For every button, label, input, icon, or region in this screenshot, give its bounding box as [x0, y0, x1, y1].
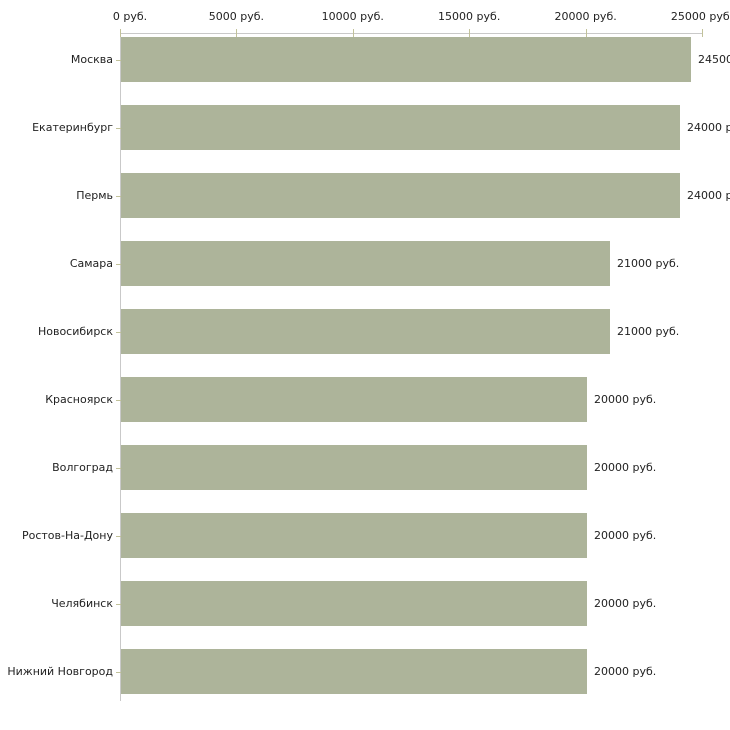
- bar: [121, 173, 680, 218]
- y-axis-tick-mark: [116, 672, 122, 673]
- x-axis-tick-mark: [120, 29, 121, 37]
- category-label: Самара: [69, 257, 113, 270]
- category-label: Нижний Новгород: [7, 665, 113, 678]
- category-label: Пермь: [76, 189, 113, 202]
- x-axis-tick-label: 5000 руб.: [208, 10, 265, 23]
- x-axis-tick-label: 25000 руб.: [670, 10, 730, 23]
- bar: [121, 37, 691, 82]
- x-axis-tick-mark: [586, 29, 587, 37]
- y-axis-tick-mark: [116, 332, 122, 333]
- y-axis-tick-mark: [116, 264, 122, 265]
- bar: [121, 581, 587, 626]
- category-label: Волгоград: [52, 461, 113, 474]
- x-axis-tick-mark: [236, 29, 237, 37]
- x-axis-tick-label: 10000 руб.: [321, 10, 384, 23]
- category-label: Новосибирск: [37, 325, 113, 338]
- x-axis-tick-label: 0 руб.: [112, 10, 148, 23]
- category-label: Екатеринбург: [32, 121, 113, 134]
- value-label: 24500 руб.: [698, 53, 730, 66]
- x-axis-tick-mark: [469, 29, 470, 37]
- y-axis-tick-mark: [116, 400, 122, 401]
- y-axis-tick-mark: [116, 536, 122, 537]
- value-label: 20000 руб.: [594, 529, 657, 542]
- bar: [121, 377, 587, 422]
- bar: [121, 309, 610, 354]
- y-axis-tick-mark: [116, 196, 122, 197]
- category-label: Москва: [70, 53, 113, 66]
- value-label: 20000 руб.: [594, 665, 657, 678]
- category-label: Красноярск: [45, 393, 113, 406]
- value-label: 20000 руб.: [594, 597, 657, 610]
- bar: [121, 513, 587, 558]
- bar: [121, 445, 587, 490]
- category-label: Челябинск: [51, 597, 113, 610]
- value-label: 24000 руб.: [687, 121, 730, 134]
- bar: [121, 241, 610, 286]
- x-axis-tick-mark: [353, 29, 354, 37]
- category-label: Ростов-На-Дону: [21, 529, 113, 542]
- y-axis-tick-mark: [116, 468, 122, 469]
- y-axis-tick-mark: [116, 128, 122, 129]
- y-axis-line: [120, 33, 121, 701]
- value-label: 24000 руб.: [687, 189, 730, 202]
- value-label: 21000 руб.: [617, 325, 680, 338]
- x-axis-tick-label: 15000 руб.: [438, 10, 501, 23]
- bar: [121, 649, 587, 694]
- value-label: 20000 руб.: [594, 461, 657, 474]
- value-label: 20000 руб.: [594, 393, 657, 406]
- y-axis-tick-mark: [116, 60, 122, 61]
- y-axis-tick-mark: [116, 604, 122, 605]
- x-axis-line: [120, 33, 702, 34]
- x-axis-tick-mark: [702, 29, 703, 37]
- value-label: 21000 руб.: [617, 257, 680, 270]
- bar: [121, 105, 680, 150]
- x-axis-tick-label: 20000 руб.: [554, 10, 617, 23]
